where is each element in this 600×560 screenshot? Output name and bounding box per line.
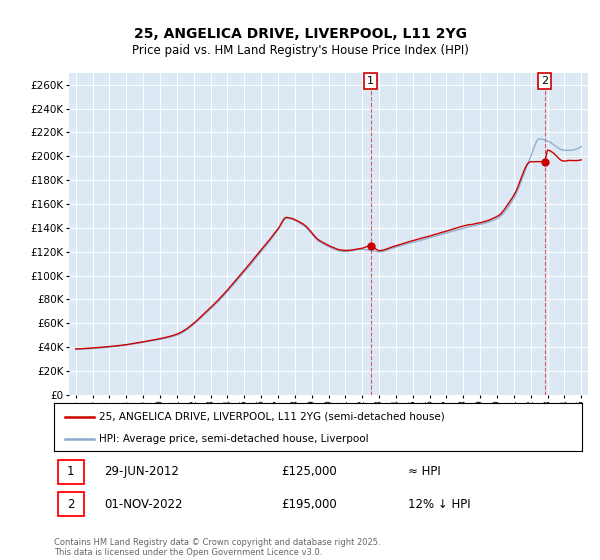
Text: 2: 2 — [67, 497, 74, 511]
Text: 25, ANGELICA DRIVE, LIVERPOOL, L11 2YG (semi-detached house): 25, ANGELICA DRIVE, LIVERPOOL, L11 2YG (… — [99, 412, 445, 422]
FancyBboxPatch shape — [58, 492, 83, 516]
Text: Price paid vs. HM Land Registry's House Price Index (HPI): Price paid vs. HM Land Registry's House … — [131, 44, 469, 57]
Text: 1: 1 — [367, 76, 374, 86]
Text: 2: 2 — [541, 76, 548, 86]
Text: ≈ HPI: ≈ HPI — [408, 465, 440, 478]
Text: 12% ↓ HPI: 12% ↓ HPI — [408, 497, 470, 511]
Text: £195,000: £195,000 — [281, 497, 337, 511]
Text: 01-NOV-2022: 01-NOV-2022 — [104, 497, 182, 511]
Text: £125,000: £125,000 — [281, 465, 337, 478]
Text: HPI: Average price, semi-detached house, Liverpool: HPI: Average price, semi-detached house,… — [99, 434, 368, 444]
Text: 1: 1 — [67, 465, 74, 478]
FancyBboxPatch shape — [58, 460, 83, 484]
Text: Contains HM Land Registry data © Crown copyright and database right 2025.
This d: Contains HM Land Registry data © Crown c… — [54, 538, 380, 557]
Text: 25, ANGELICA DRIVE, LIVERPOOL, L11 2YG: 25, ANGELICA DRIVE, LIVERPOOL, L11 2YG — [133, 27, 467, 41]
Text: 29-JUN-2012: 29-JUN-2012 — [104, 465, 179, 478]
